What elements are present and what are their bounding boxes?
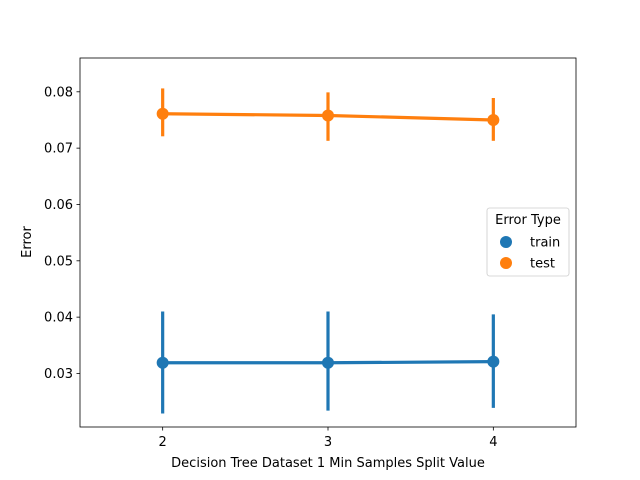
y-tick-label: 0.06	[44, 198, 73, 213]
legend-label: test	[530, 257, 555, 272]
legend: Error Type train test	[486, 207, 570, 277]
x-axis-label: Decision Tree Dataset 1 Min Samples Spli…	[171, 456, 485, 471]
plot-area	[156, 88, 500, 414]
y-tick-label: 0.08	[44, 85, 73, 100]
legend-marker	[500, 236, 512, 248]
series-train	[156, 311, 500, 414]
data-point	[156, 107, 169, 120]
data-point	[322, 109, 334, 122]
y-tick-label: 0.04	[44, 311, 73, 326]
y-tick-label: 0.07	[44, 142, 73, 157]
legend-label: train	[530, 236, 560, 251]
y-axis-label: Error	[20, 226, 35, 258]
data-point	[156, 356, 169, 369]
x-tick-label: 3	[324, 435, 332, 450]
x-tick-label: 4	[489, 435, 497, 450]
x-axis: 2 3 4	[159, 427, 497, 450]
x-tick-label: 2	[159, 435, 167, 450]
y-tick-label: 0.03	[44, 367, 73, 382]
data-point	[322, 356, 334, 369]
series-test	[156, 88, 500, 141]
data-point	[487, 113, 500, 126]
data-point	[487, 355, 500, 368]
legend-marker	[500, 257, 512, 269]
y-tick-label: 0.05	[44, 254, 73, 269]
legend-title: Error Type	[495, 213, 561, 228]
y-axis: 0.03 0.04 0.05 0.06 0.07 0.08	[44, 85, 80, 382]
